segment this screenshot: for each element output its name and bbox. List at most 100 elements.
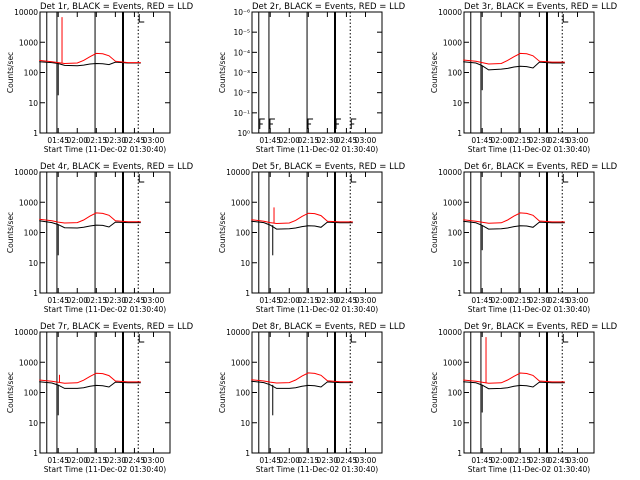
y-tick-label: 100: [236, 389, 251, 398]
y-tick-label: 10⁻⁴: [233, 48, 250, 57]
panel-title: Det 3r, BLACK = Events, RED = LLD: [464, 2, 618, 12]
x-tick-label: 02:45: [548, 136, 570, 145]
panel-title: Det 5r, BLACK = Events, RED = LLD: [252, 162, 406, 172]
y-tick-label: 1000: [443, 198, 462, 207]
x-tick-label: 02:15: [86, 296, 108, 305]
panel-title: Det 2r, BLACK = Events, RED = LLD: [252, 2, 406, 12]
y-tick-label: 10000: [438, 328, 462, 337]
y-axis-label: Counts/sec: [6, 212, 15, 253]
x-tick-label: 02:15: [86, 136, 108, 145]
y-axis-label: Counts/sec: [218, 52, 227, 93]
det-8r-panel: Det 8r, BLACK = Events, RED = LLD 1 10 100 1…: [218, 322, 406, 474]
plot-frame: [251, 171, 383, 294]
interval-end-mark: [138, 174, 145, 183]
y-tick-label: 100: [236, 229, 251, 238]
y-axis-label: Counts/sec: [6, 52, 15, 93]
y-tick-label: 10: [452, 259, 462, 268]
x-tick-label: 03:00: [567, 456, 589, 465]
x-axis-label: Start Time (11-Dec-02 01:30:40): [44, 465, 166, 474]
y-axis-label: Counts/sec: [430, 52, 439, 93]
x-tick-label: 02:15: [86, 456, 108, 465]
y-tick-label: 10⁻¹: [233, 109, 250, 118]
y-tick-label: 10: [452, 99, 462, 108]
events-series-line: [463, 220, 565, 230]
det-9r-panel: Det 9r, BLACK = Events, RED = LLD 1 10 100 1…: [430, 322, 618, 474]
y-tick-label: 1: [33, 449, 38, 458]
x-axis-label: Start Time (11-Dec-02 01:30:40): [44, 145, 166, 154]
interval-end-mark: [562, 14, 569, 23]
events-series-line: [39, 61, 141, 67]
x-tick-label: 01:45: [471, 136, 493, 145]
x-tick-label: 02:15: [298, 456, 320, 465]
x-tick-label: 01:45: [471, 296, 493, 305]
y-tick-label: 1000: [443, 358, 462, 367]
x-axis-label: Start Time (11-Dec-02 01:30:40): [256, 145, 378, 154]
y-tick-label: 1000: [19, 38, 38, 47]
x-tick-label: 03:00: [143, 456, 165, 465]
det-1r-panel: Det 1r, BLACK = Events, RED = LLD 1 10 100 1…: [6, 2, 194, 154]
x-tick-label: 02:30: [529, 136, 551, 145]
x-axis-label: Start Time (11-Dec-02 01:30:40): [256, 305, 378, 314]
y-tick-label: 10000: [438, 8, 462, 17]
events-series-line: [251, 220, 353, 230]
det-6r-panel: Det 6r, BLACK = Events, RED = LLD 1 10 100 1…: [430, 162, 618, 314]
lld-series-line: [251, 212, 353, 225]
lld-series-line: [463, 212, 565, 224]
plot-frame: [39, 11, 171, 134]
x-tick-label: 02:00: [66, 456, 88, 465]
x-axis-label: Start Time (11-Dec-02 01:30:40): [468, 305, 590, 314]
plot-frame: [39, 331, 171, 454]
x-tick-label: 02:30: [529, 456, 551, 465]
x-tick-label: 02:45: [548, 296, 570, 305]
y-tick-label: 10: [28, 99, 38, 108]
y-tick-label: 100: [448, 229, 463, 238]
y-tick-label: 1: [457, 449, 462, 458]
x-tick-label: 02:30: [529, 296, 551, 305]
y-tick-label: 1000: [443, 38, 462, 47]
lld-series-line: [39, 52, 141, 65]
lld-series-line: [39, 372, 141, 384]
y-tick-label: 100: [448, 69, 463, 78]
events-series-line: [463, 61, 565, 71]
events-series-line: [251, 380, 353, 389]
y-tick-label: 10⁻³: [233, 69, 250, 78]
x-tick-label: 01:45: [47, 136, 69, 145]
panel-title: Det 6r, BLACK = Events, RED = LLD: [464, 162, 618, 172]
x-tick-label: 02:00: [490, 296, 512, 305]
panel-title: Det 9r, BLACK = Events, RED = LLD: [464, 322, 618, 332]
x-tick-label: 02:30: [105, 136, 127, 145]
events-series-line: [463, 381, 565, 390]
x-tick-label: 02:45: [124, 456, 146, 465]
empty-interval-mark: [307, 118, 314, 129]
x-tick-label: 02:30: [105, 296, 127, 305]
x-tick-label: 01:45: [259, 296, 281, 305]
x-tick-label: 03:00: [567, 296, 589, 305]
det-7r-panel: Det 7r, BLACK = Events, RED = LLD 1 10 100 1…: [6, 322, 194, 474]
panel-title: Det 7r, BLACK = Events, RED = LLD: [40, 322, 194, 332]
interval-end-mark: [138, 334, 145, 343]
plot-frame: [251, 331, 383, 454]
x-tick-label: 03:00: [355, 456, 377, 465]
x-tick-label: 03:00: [355, 136, 377, 145]
x-tick-label: 02:30: [317, 136, 339, 145]
y-tick-label: 10000: [14, 328, 38, 337]
x-tick-label: 03:00: [567, 136, 589, 145]
y-tick-label: 10⁻⁶: [233, 8, 250, 17]
x-tick-label: 02:15: [298, 136, 320, 145]
panel-title: Det 4r, BLACK = Events, RED = LLD: [40, 162, 194, 172]
x-tick-label: 02:00: [278, 456, 300, 465]
y-tick-label: 10000: [438, 168, 462, 177]
x-tick-label: 02:30: [317, 456, 339, 465]
y-tick-label: 100: [24, 389, 39, 398]
x-tick-label: 03:00: [143, 296, 165, 305]
x-tick-label: 02:15: [298, 296, 320, 305]
interval-end-mark: [138, 14, 145, 23]
x-tick-label: 01:45: [259, 136, 281, 145]
plot-frame: [251, 11, 383, 134]
y-tick-label: 100: [24, 229, 39, 238]
y-tick-label: 1000: [19, 198, 38, 207]
x-tick-label: 02:45: [336, 136, 358, 145]
x-tick-label: 02:00: [66, 136, 88, 145]
y-tick-label: 1: [245, 289, 250, 298]
panel-title: Det 8r, BLACK = Events, RED = LLD: [252, 322, 406, 332]
